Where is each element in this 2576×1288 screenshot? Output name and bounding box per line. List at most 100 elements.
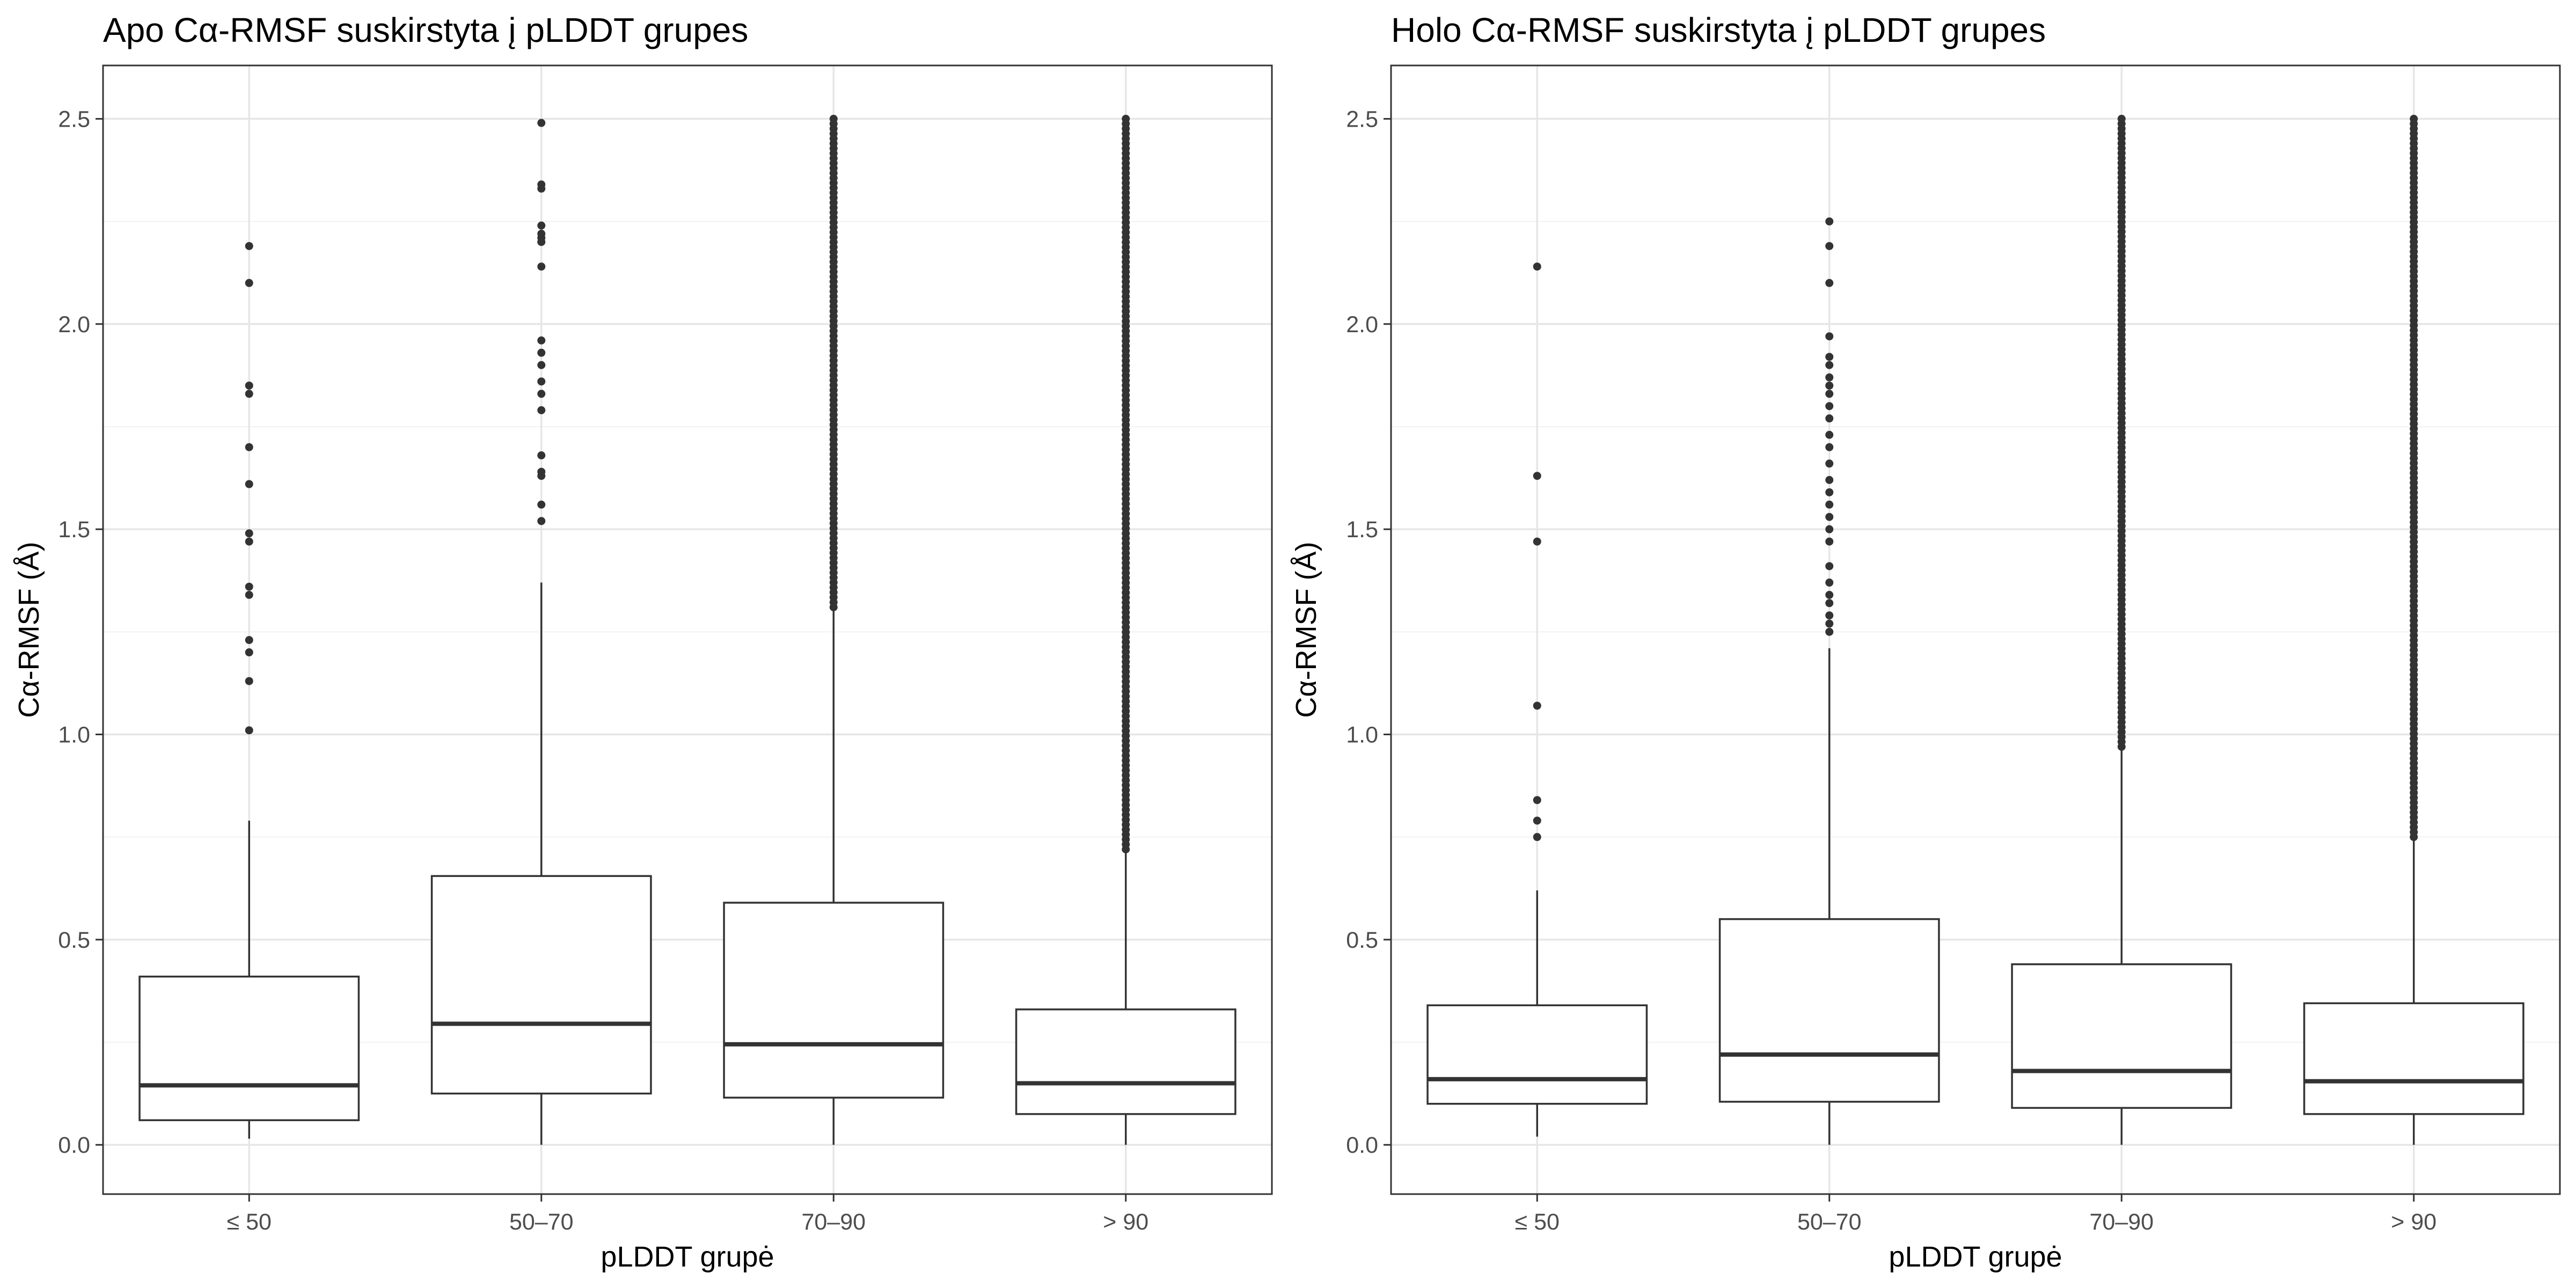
outlier-point — [2117, 114, 2126, 123]
outlier-point — [1825, 500, 1834, 509]
outlier-point — [1825, 513, 1834, 521]
outlier-point — [537, 230, 546, 238]
outlier-point — [245, 677, 253, 685]
y-axis-title: Cα-RMSF (Å) — [13, 541, 45, 718]
outlier-point — [1825, 475, 1834, 484]
x-axis-title: pLDDT grupė — [1889, 1241, 2062, 1273]
outlier-point — [829, 114, 838, 123]
outlier-point — [245, 636, 253, 645]
outlier-point — [537, 390, 546, 398]
iqr-box — [430, 875, 652, 1095]
outlier-point — [1825, 599, 1834, 608]
y-tick-label: 2.0 — [1346, 312, 1378, 338]
y-tick-label: 0.0 — [58, 1132, 90, 1158]
panel-border — [1390, 64, 2561, 1195]
outlier-point — [1825, 353, 1834, 361]
outlier-point — [245, 537, 253, 546]
outlier-point — [1825, 279, 1834, 287]
chart-panel-holo: 0.0 0.5 1.0 1.5 2.0 2.5 ≤ 50 50–70 70–90 > 90 Holo… — [1290, 11, 2561, 1273]
outlier-point — [1825, 579, 1834, 587]
x-axis-title: pLDDT grupė — [601, 1241, 774, 1273]
outlier-point — [537, 406, 546, 414]
outlier-point — [245, 241, 253, 250]
outlier-point — [1533, 701, 1541, 710]
y-tick-label: 1.5 — [58, 517, 90, 543]
outlier-point — [537, 377, 546, 386]
box-4 — [2303, 114, 2524, 1145]
x-tick-label: ≤ 50 — [227, 1209, 272, 1235]
x-tick-label: 70–90 — [801, 1209, 866, 1235]
outlier-point — [245, 381, 253, 390]
outlier-point — [1825, 627, 1834, 636]
outlier-point — [1825, 414, 1834, 423]
outlier-point — [245, 390, 253, 398]
x-tick-label: 70–90 — [2089, 1209, 2154, 1235]
chart-title: Apo Cα-RMSF suskirstyta į pLDDT grupes — [103, 11, 748, 49]
outlier-point — [1825, 332, 1834, 341]
outlier-point — [537, 262, 546, 271]
outlier-point — [245, 529, 253, 538]
outlier-point — [2410, 114, 2418, 123]
panel-border — [102, 64, 1273, 1195]
outlier-point — [245, 726, 253, 735]
box-3 — [723, 114, 945, 1145]
outlier-point — [537, 451, 546, 459]
outlier-point — [1533, 833, 1541, 841]
outlier-point — [1122, 114, 1130, 123]
outlier-point — [1533, 816, 1541, 825]
outlier-point — [1533, 537, 1541, 546]
outlier-point — [245, 279, 253, 287]
x-tick-label: ≤ 50 — [1515, 1209, 1560, 1235]
outlier-point — [1533, 262, 1541, 271]
x-tick-label: 50–70 — [1797, 1209, 1862, 1235]
outlier-point — [1533, 796, 1541, 804]
outlier-point — [1825, 611, 1834, 620]
iqr-box — [2011, 963, 2233, 1109]
outlier-point — [245, 443, 253, 451]
outlier-point — [537, 180, 546, 189]
chart-title: Holo Cα-RMSF suskirstyta į pLDDT grupes — [1391, 11, 2046, 49]
outlier-point — [1825, 459, 1834, 468]
outlier-point — [1825, 241, 1834, 250]
outlier-point — [1825, 430, 1834, 439]
box-2 — [1718, 217, 1940, 1145]
outlier-point — [537, 119, 546, 127]
iqr-box — [2303, 1002, 2524, 1115]
outlier-point — [1825, 443, 1834, 451]
outlier-point — [245, 648, 253, 657]
outlier-point — [1825, 390, 1834, 398]
outlier-point — [245, 590, 253, 599]
outlier-point — [537, 517, 546, 525]
x-tick-label: > 90 — [1103, 1209, 1148, 1235]
x-tick-label: > 90 — [2391, 1209, 2436, 1235]
outlier-point — [245, 480, 253, 488]
y-tick-label: 0.0 — [1346, 1132, 1378, 1158]
y-axis-title: Cα-RMSF (Å) — [1290, 541, 1322, 718]
box-2 — [430, 119, 652, 1145]
outlier-point — [1533, 472, 1541, 480]
outlier-point — [537, 500, 546, 509]
outlier-point — [1825, 217, 1834, 226]
outlier-point — [1825, 525, 1834, 533]
y-tick-label: 2.0 — [58, 312, 90, 338]
outlier-point — [537, 221, 546, 230]
outlier-point — [537, 336, 546, 345]
chart-panel-apo: 0.0 0.5 1.0 1.5 2.0 2.5 ≤ 50 50–70 70–90 > 90 Apo … — [13, 11, 1273, 1273]
outlier-point — [1825, 488, 1834, 496]
outlier-point — [1825, 361, 1834, 369]
y-tick-label: 2.5 — [58, 106, 90, 132]
y-tick-label: 1.5 — [1346, 517, 1378, 543]
outlier-point — [1825, 619, 1834, 628]
y-tick-label: 0.5 — [1346, 927, 1378, 953]
outlier-point — [537, 467, 546, 476]
iqr-box — [1426, 1004, 1648, 1105]
x-tick-label: 50–70 — [509, 1209, 574, 1235]
outlier-point — [1825, 590, 1834, 599]
outlier-point — [1825, 373, 1834, 382]
box-3 — [2011, 114, 2233, 1145]
iqr-box — [1015, 1008, 1236, 1115]
iqr-box — [138, 975, 360, 1122]
outlier-point — [537, 348, 546, 357]
